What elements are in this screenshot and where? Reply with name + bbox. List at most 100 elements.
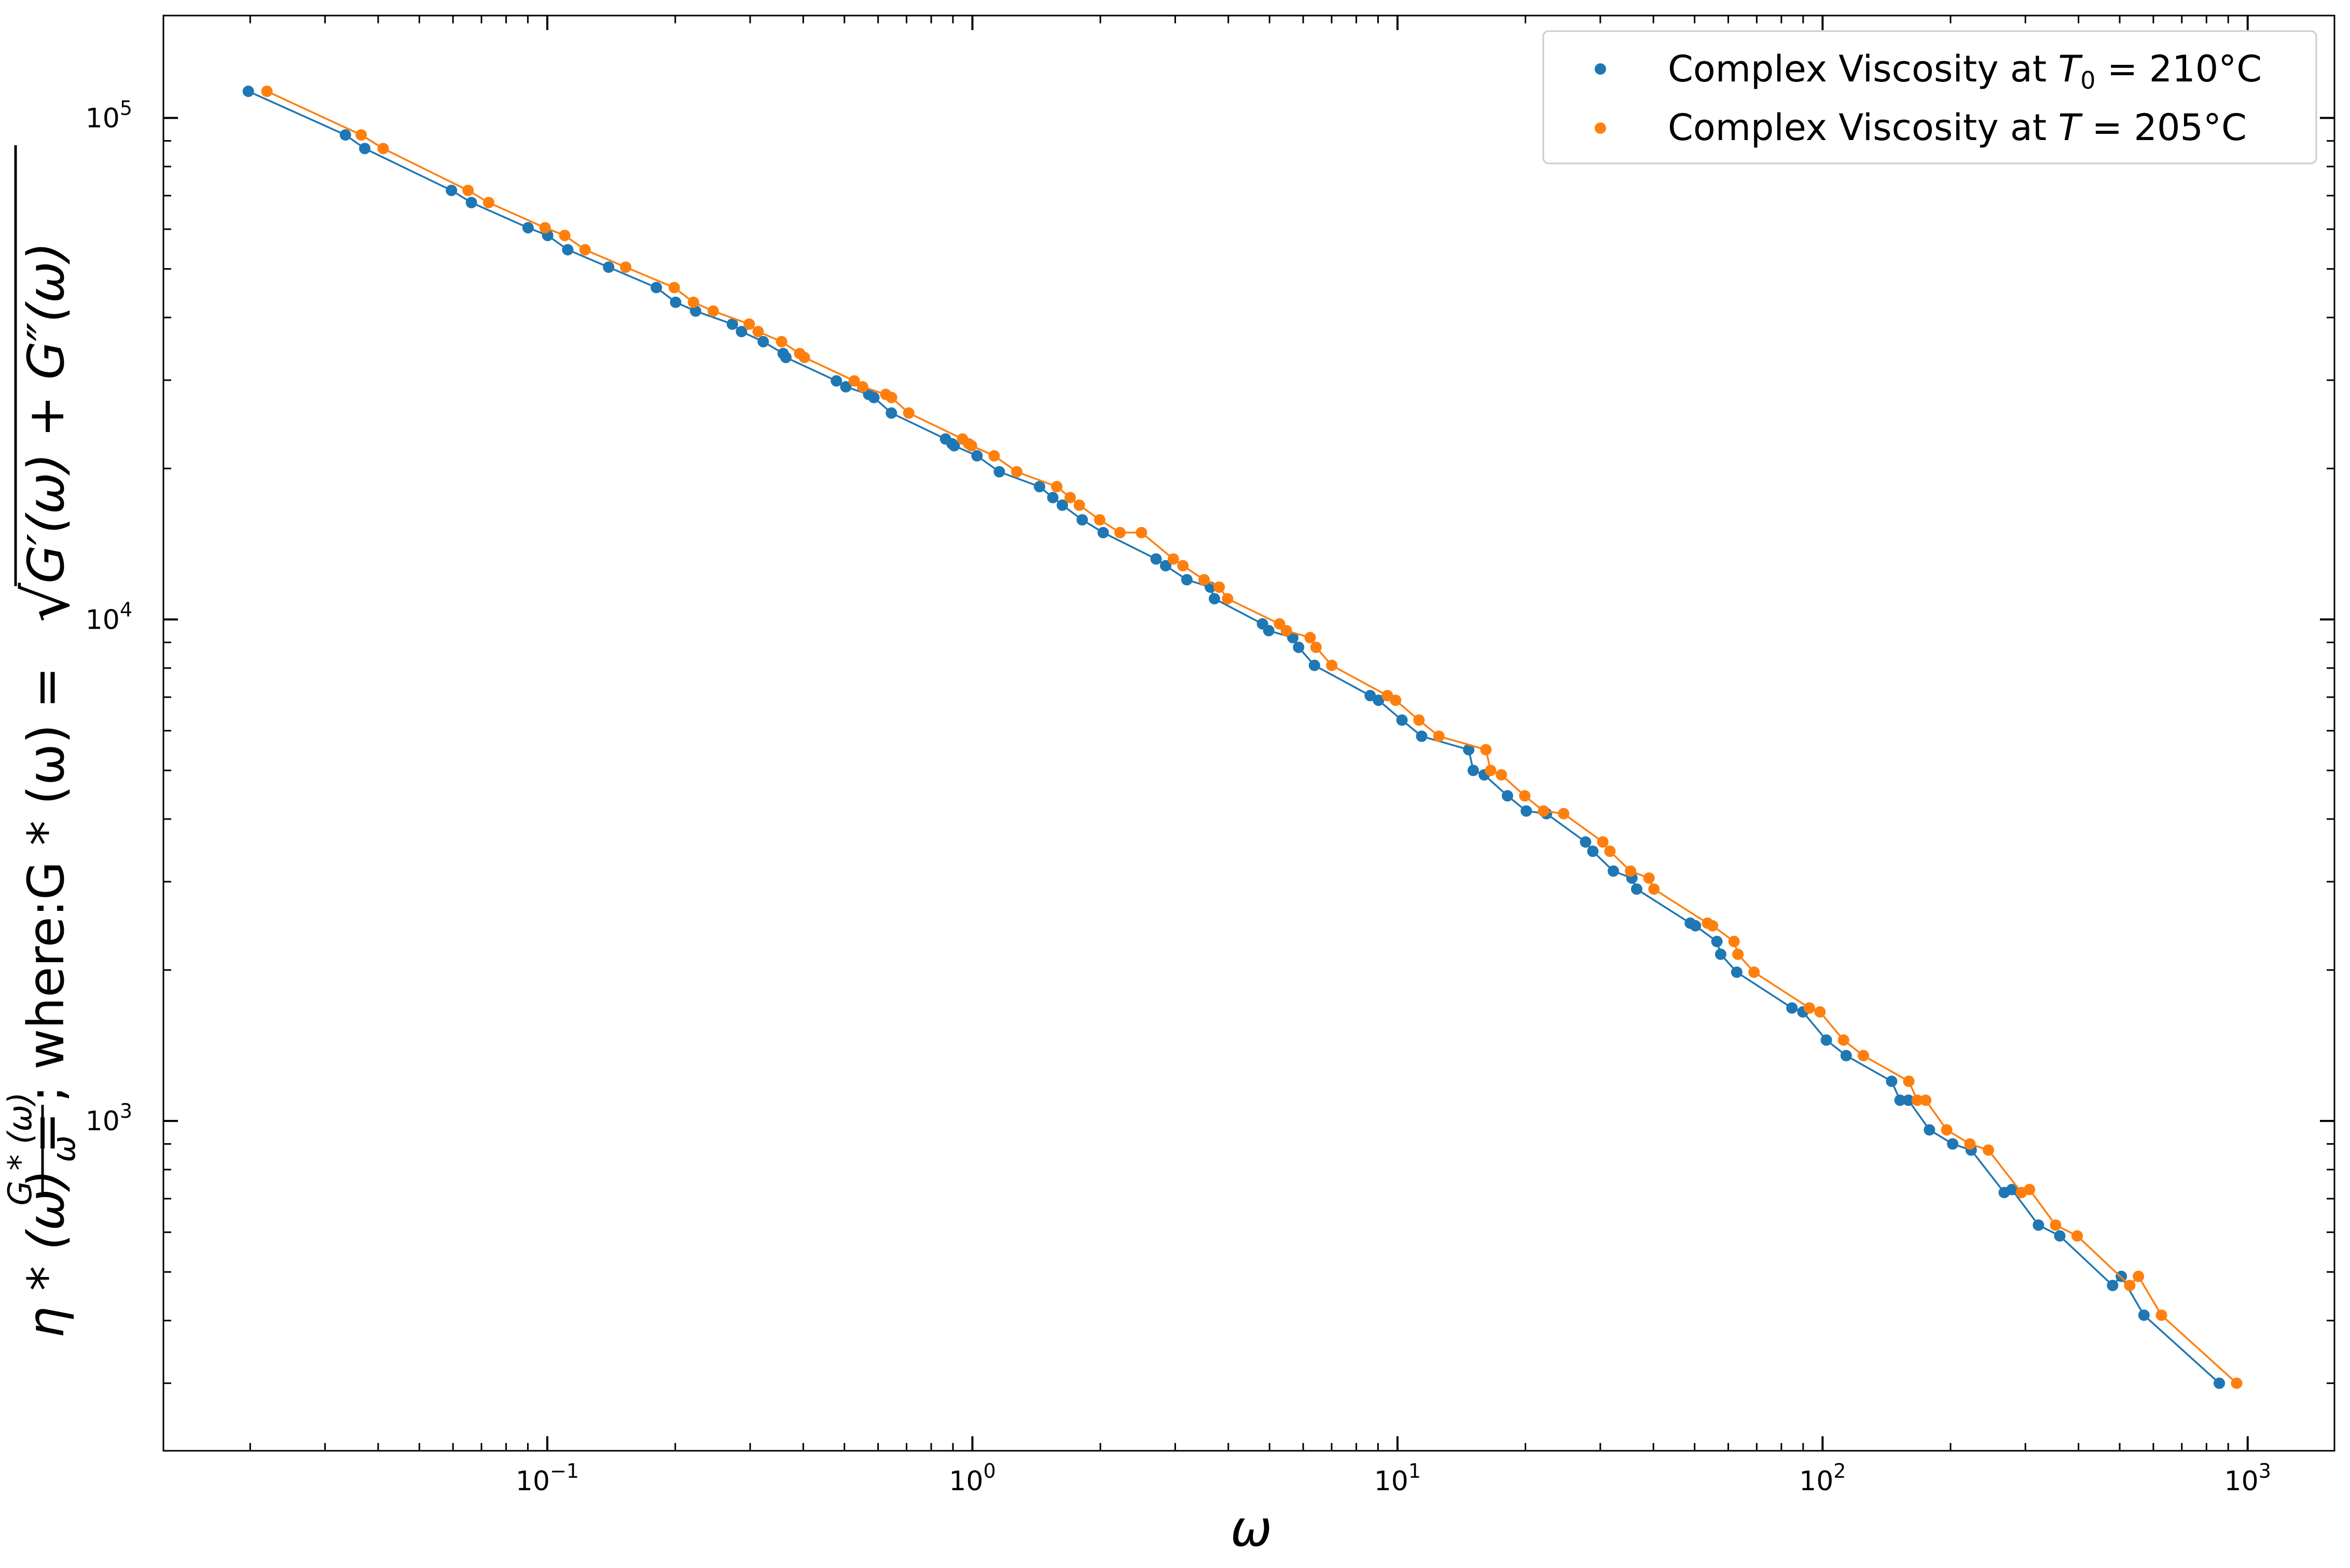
data-point — [1263, 625, 1275, 636]
data-point — [757, 336, 769, 348]
data-point — [1707, 920, 1719, 932]
axis-ticks — [163, 16, 2334, 1451]
data-point — [1690, 920, 1702, 932]
legend-marker-series-0 — [1595, 63, 1606, 75]
data-point — [1097, 526, 1109, 538]
data-point — [689, 305, 701, 317]
data-point — [1033, 481, 1045, 493]
data-point — [670, 296, 682, 308]
data-point — [2107, 1280, 2119, 1292]
data-point — [1894, 1094, 1906, 1106]
data-point — [798, 352, 810, 364]
data-point — [1114, 526, 1126, 538]
y-label-eta: η * (ω) = — [17, 1112, 75, 1338]
data-point — [1326, 659, 1338, 671]
data-point — [1947, 1138, 1959, 1150]
y-axis-label: η * (ω) = G * (ω) ω ; where:G * (ω) = √ … — [1, 145, 84, 1338]
data-point — [1625, 865, 1637, 877]
data-point — [446, 185, 458, 197]
y-tick-label: 105 — [86, 96, 132, 134]
data-point — [1728, 936, 1740, 948]
data-point — [462, 185, 474, 197]
data-point — [1837, 1034, 1849, 1046]
data-point — [1903, 1075, 1915, 1087]
data-point — [840, 381, 852, 393]
data-point — [1167, 553, 1179, 565]
data-point — [2033, 1219, 2044, 1231]
data-point — [1630, 883, 1642, 895]
data-point — [1711, 936, 1723, 948]
data-point — [780, 352, 792, 364]
data-point — [1177, 560, 1189, 572]
data-point — [1501, 790, 1513, 802]
data-point — [1064, 492, 1076, 504]
data-point — [1814, 1006, 1826, 1018]
legend-marker-series-1 — [1595, 122, 1606, 134]
data-point — [2214, 1377, 2225, 1389]
data-point — [1463, 744, 1475, 756]
x-tick-label: 100 — [949, 1460, 996, 1497]
x-axis-label: ω — [1231, 1500, 1272, 1558]
data-point — [559, 229, 571, 241]
data-point — [465, 197, 477, 209]
data-point — [539, 222, 551, 234]
data-point — [1538, 805, 1550, 817]
legend-entry-series-0: Complex Viscosity at T0 = 210°C — [1668, 48, 2262, 94]
data-point — [1467, 765, 1479, 776]
data-point — [1648, 883, 1660, 895]
legend: Complex Viscosity at T0 = 210°C Complex … — [1542, 30, 2317, 164]
data-point — [1643, 872, 1655, 884]
x-tick-label: 103 — [2224, 1460, 2271, 1497]
data-point — [1982, 1144, 1994, 1156]
data-point — [1604, 845, 1616, 857]
data-point — [1941, 1124, 1953, 1136]
data-point — [1213, 581, 1225, 593]
data-point — [1964, 1138, 1976, 1150]
data-point — [359, 143, 371, 155]
data-point — [1480, 744, 1492, 756]
data-point — [965, 440, 977, 452]
svg-text:; where:G * (ω) =: ; where:G * (ω) = — [17, 667, 75, 1102]
series-1 — [261, 86, 2243, 1389]
data-point — [736, 326, 748, 338]
data-point — [2024, 1184, 2036, 1196]
data-point — [868, 392, 880, 404]
svg-text:η * (ω) =: η * (ω) = — [17, 1112, 75, 1338]
data-point — [1520, 805, 1532, 817]
data-point — [1051, 481, 1063, 493]
data-point — [1902, 1094, 1914, 1106]
data-point — [1580, 836, 1592, 848]
data-point — [707, 305, 719, 317]
data-point — [261, 86, 273, 98]
data-point — [1373, 695, 1385, 706]
y-tick-label: 103 — [86, 1100, 132, 1137]
data-point — [1198, 574, 1210, 586]
data-point — [339, 129, 351, 141]
data-point — [522, 222, 534, 234]
data-point — [1786, 1002, 1798, 1014]
data-point — [886, 392, 897, 404]
data-point — [2006, 1184, 2018, 1196]
x-tick-label: 102 — [1799, 1460, 1846, 1497]
data-point — [603, 261, 615, 273]
axis-tick-labels: 10−1 100 101 102 103 103 104 105 — [86, 96, 2271, 1497]
axes-frame — [162, 15, 2335, 1452]
data-point — [1433, 730, 1445, 742]
data-point — [903, 407, 915, 419]
data-point — [1390, 695, 1402, 706]
data-point — [2138, 1309, 2150, 1321]
data-point — [1803, 1002, 1815, 1014]
data-point — [1485, 765, 1497, 776]
series-0 — [242, 86, 2225, 1389]
data-point — [1280, 625, 1292, 636]
data-point — [1011, 466, 1022, 478]
data-point — [1732, 948, 1744, 960]
x-tick-label: 101 — [1374, 1460, 1421, 1497]
data-point — [2050, 1219, 2062, 1231]
data-point — [1924, 1124, 1936, 1136]
data-point — [1222, 593, 1234, 605]
data-point — [2155, 1309, 2167, 1321]
data-point — [1519, 790, 1531, 802]
data-point — [2054, 1230, 2066, 1242]
